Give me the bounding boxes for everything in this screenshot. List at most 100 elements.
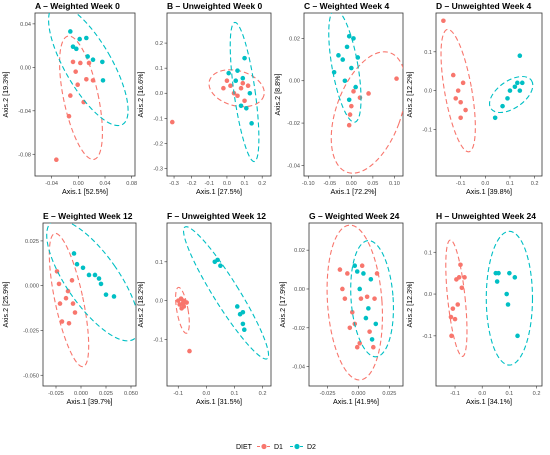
d1-point [450, 306, 456, 311]
d2-point [346, 33, 352, 39]
panel-7: G – Weighted Week 24 -0.025 0.000 0.025 -0.0… [278, 211, 404, 406]
panel-title: C – Weighted Week 4 [304, 1, 389, 11]
d2-point [353, 84, 358, 90]
d2-point [515, 333, 520, 339]
d2-point [86, 272, 92, 278]
d1-point [459, 285, 465, 291]
d2-point [373, 321, 379, 327]
d2-point [355, 55, 361, 60]
d1-point [453, 96, 459, 101]
legend-d2-marker [294, 443, 300, 450]
d2-point [90, 57, 96, 63]
plot-area [326, 224, 394, 381]
y-tick-label: -0.04 [287, 163, 300, 169]
d2-ellipse [46, 223, 136, 342]
y-tick-label: 0.00 [294, 287, 305, 293]
d1-point [354, 344, 360, 350]
y-tick-label: 0.1 [155, 66, 163, 72]
y-tick-label: 0.00 [20, 65, 31, 71]
x-axis-title: Axis.1 [72.2%] [331, 187, 377, 196]
d1-point [242, 98, 247, 104]
legend-d1-marker [261, 443, 267, 450]
y-tick-label: -0.3 [153, 166, 163, 172]
x-tick-label: -0.025 [320, 391, 336, 397]
y-tick-label: -0.1 [422, 334, 432, 340]
x-tick-label: 0.2 [259, 391, 267, 397]
y-tick-label: 0.0 [155, 91, 163, 97]
panels-layer: A – Weighted Week 0 -0.04 0.00 0.04 0.08 -0.0… [1, 1, 543, 406]
d1-point [441, 18, 446, 24]
d2-point [247, 90, 253, 96]
y-tick-label: -0.050 [23, 373, 39, 379]
y-axis-title: Axis.2 [12.2%] [405, 72, 414, 118]
d2-point [500, 103, 505, 109]
y-tick-label: -0.02 [287, 121, 300, 127]
d2-point [100, 59, 105, 65]
d2-point [70, 44, 76, 49]
y-tick-label: -0.1 [153, 116, 163, 122]
x-axis-title: Axis.1 [52.5%] [62, 187, 108, 196]
y-tick-label: -0.1 [153, 337, 163, 343]
d2-point [238, 103, 244, 109]
panel-title: H – Unweighted Week 24 [436, 211, 536, 221]
y-tick-label: -0.04 [292, 365, 305, 371]
x-axis-title: Axis.1 [31.5%] [196, 397, 242, 406]
d2-point [240, 309, 246, 315]
legend-title: DIET [236, 444, 253, 451]
d1-ellipse [208, 69, 265, 108]
d2-point [336, 53, 341, 58]
d2-point [366, 306, 371, 311]
d2-ellipse [485, 230, 534, 366]
d1-point [65, 288, 71, 294]
y-tick-label: 0.02 [289, 36, 300, 42]
d2-point [494, 279, 500, 284]
d2-point [242, 55, 247, 61]
d2-point [249, 121, 254, 126]
d1-point [70, 59, 76, 65]
legend-d2-label: D2 [307, 444, 316, 451]
x-tick-label: 0.08 [126, 181, 137, 187]
d1-point [238, 85, 244, 91]
d2-point [215, 257, 220, 263]
plot-area [175, 226, 270, 360]
d2-point [80, 265, 86, 271]
panel-title: D – Unweighted Week 4 [436, 1, 532, 11]
d1-point [245, 83, 251, 89]
y-tick-label: 0.1 [424, 50, 432, 56]
d1-point [346, 122, 352, 128]
d2-point [342, 78, 348, 84]
x-tick-label: -0.1 [450, 391, 460, 397]
panel-title: E – Weighted Week 12 [43, 211, 133, 221]
panel-3: C – Weighted Week 4 -0.10 -0.05 0.00 0.05 0.1… [273, 1, 404, 196]
x-tick-label: 0.0 [223, 181, 231, 187]
y-tick-label: 0.0 [424, 292, 432, 298]
d1-point [449, 333, 454, 339]
d2-point [74, 46, 79, 52]
y-tick-label: 0.025 [25, 239, 39, 245]
d2-point [369, 337, 375, 342]
d1-point [456, 275, 462, 280]
d2-point [84, 35, 89, 41]
d1-point [374, 271, 380, 276]
d1-point [366, 91, 371, 96]
y-axis-title: Axis.2 [16.6%] [136, 72, 145, 118]
d2-ellipse [182, 226, 270, 360]
d2-ellipse [488, 75, 534, 114]
x-tick-label: -0.1 [173, 391, 183, 397]
d2-point [344, 44, 350, 50]
d2-point [100, 78, 106, 83]
x-tick-label: 0.1 [241, 181, 249, 187]
x-tick-label: -0.04 [45, 181, 58, 187]
d2-point [340, 57, 346, 62]
x-tick-label: 0.2 [258, 181, 266, 187]
d2-point [507, 88, 513, 93]
d2-point [352, 263, 358, 268]
d1-point [359, 263, 365, 268]
d1-point [371, 344, 376, 350]
d1-point [458, 262, 463, 268]
y-axis-title: Axis.2 [25.9%] [1, 282, 10, 328]
d1-point [347, 325, 353, 331]
y-tick-label: 0.04 [20, 22, 31, 28]
